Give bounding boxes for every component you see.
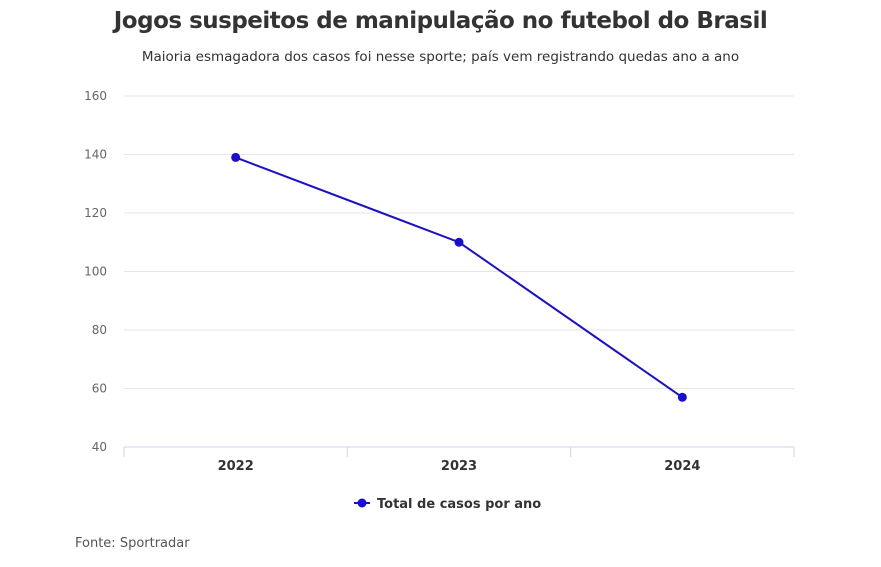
y-tick-label: 100: [84, 265, 107, 279]
y-tick-label: 160: [84, 89, 107, 103]
y-tick-label: 60: [92, 382, 107, 396]
y-tick-label: 120: [84, 206, 107, 220]
chart-title: Jogos suspeitos de manipulação no futebo…: [113, 8, 768, 34]
y-tick-label: 80: [92, 323, 107, 337]
x-tick-label: 2024: [664, 459, 700, 474]
data-point: [231, 152, 241, 162]
y-tick-label: 140: [84, 148, 107, 162]
y-tick-label: 40: [92, 440, 107, 454]
x-tick-label: 2023: [441, 459, 477, 474]
source-note: Fonte: Sportradar: [75, 536, 190, 551]
legend-label: Total de casos por ano: [377, 497, 541, 512]
series-line: [235, 156, 683, 399]
legend-marker: [357, 498, 367, 508]
x-tick-label: 2022: [218, 459, 254, 474]
chart-subtitle: Maioria esmagadora dos casos foi nesse s…: [141, 49, 740, 65]
data-point: [454, 237, 464, 247]
data-point: [677, 392, 687, 402]
